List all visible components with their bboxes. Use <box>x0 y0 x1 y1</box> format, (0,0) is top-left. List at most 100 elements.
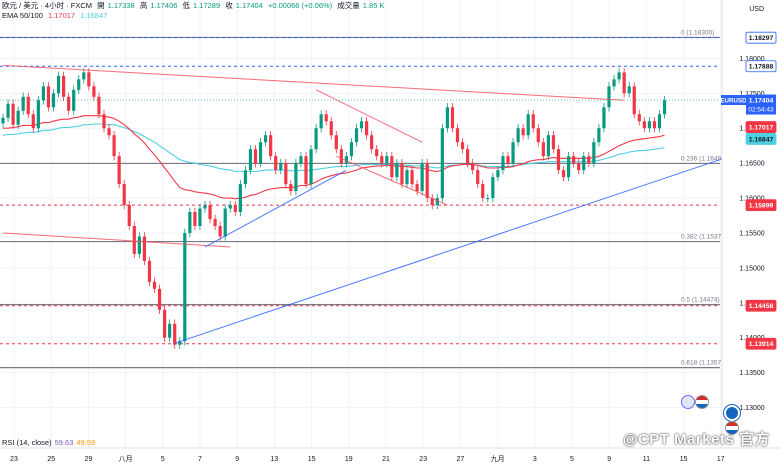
trendline <box>315 89 423 143</box>
candle-body <box>647 121 651 129</box>
trendline <box>336 155 448 206</box>
candle-body <box>284 163 288 185</box>
candle-body <box>223 208 227 237</box>
x-tick-label: 9 <box>235 456 239 463</box>
candle-body <box>511 142 515 164</box>
candle-body <box>582 156 586 171</box>
candle-body <box>541 142 545 157</box>
price-tags: 1.18297 1.17888 1.17017 1.16847 1.15899 1.144… <box>745 31 777 350</box>
candle-body <box>597 128 601 143</box>
event-flag-icon[interactable] <box>724 405 740 421</box>
x-tick-label: 25 <box>47 456 55 463</box>
candle-body <box>420 163 424 192</box>
y-tick-label: 1.18000 <box>739 56 764 63</box>
candle-body <box>147 260 152 282</box>
trendline <box>2 64 625 101</box>
candle-body <box>289 184 293 192</box>
trendline <box>204 169 347 248</box>
x-tick-label: 5 <box>161 456 165 463</box>
volume-value: 1.85 K <box>362 1 385 10</box>
candle-body <box>117 156 121 185</box>
fib-level-label: 0.5 (1.14474) <box>681 297 720 304</box>
candle-body <box>405 170 409 185</box>
us-flag-icon[interactable] <box>695 395 709 409</box>
candle-body <box>380 156 384 164</box>
rsi-legend[interactable]: RSI (14, close) 59.63 49.59 <box>2 438 95 447</box>
candle-body <box>481 184 485 199</box>
candle-body <box>67 96 71 111</box>
y-tick-label: 1.16000 <box>739 196 764 203</box>
y-tick-label: 1.17500 <box>739 91 764 98</box>
price-tag <box>745 31 777 44</box>
watermark: @CPT Markets 官方 <box>622 431 770 448</box>
x-tick-label: 11 <box>643 456 650 463</box>
candle-body <box>385 156 389 164</box>
candle-body <box>269 135 273 157</box>
x-tick-label: 23 <box>10 456 18 463</box>
candle-body <box>178 341 182 345</box>
candle-body <box>375 149 379 157</box>
candle-body <box>274 156 278 171</box>
candle-body <box>183 232 187 342</box>
y-tick-label: 1.13000 <box>739 405 764 412</box>
candle-body <box>662 100 667 115</box>
candle-body <box>309 149 313 185</box>
candle-body <box>253 149 258 164</box>
candle-body <box>370 135 374 150</box>
candle-body <box>395 163 399 178</box>
candle-body <box>56 75 61 94</box>
candle-body <box>390 156 394 178</box>
price-tag-label: 1.14458 <box>749 303 774 310</box>
candle-body <box>334 135 338 150</box>
price-tag <box>745 199 777 212</box>
x-tick-label: 3 <box>533 456 537 463</box>
close-value: 1.17404 <box>235 1 263 10</box>
ema100-value: 1.16847 <box>80 11 108 20</box>
us-flag-icon[interactable] <box>725 421 739 435</box>
candle-body <box>304 156 308 185</box>
price-tag-label: 1.15899 <box>749 203 774 210</box>
ema-legend[interactable]: EMA 50/100 1.17017 1.16847 <box>2 11 110 21</box>
candle-body <box>622 72 626 94</box>
price-axis <box>722 0 780 469</box>
candle-body <box>415 184 419 192</box>
candle-body <box>587 156 591 164</box>
candle-body <box>51 93 56 108</box>
candle-body <box>450 107 455 129</box>
candle-body <box>430 198 434 206</box>
current-price-tag: EURUSD 1.17404 02:54:43 <box>720 94 776 115</box>
candle-body <box>294 163 298 192</box>
y-tick-label: 1.15500 <box>739 230 764 237</box>
candle-body <box>112 135 116 157</box>
candle-body <box>612 79 616 87</box>
ema-label: EMA 50/100 <box>2 11 43 20</box>
candle-body <box>425 163 429 199</box>
trendline <box>2 232 231 248</box>
candle-body <box>546 135 550 157</box>
x-tick-label: 7 <box>198 456 202 463</box>
event-flag-icon[interactable] <box>681 395 695 409</box>
candle-body <box>213 219 217 226</box>
ema100-line <box>2 123 665 173</box>
candle-body <box>349 142 354 157</box>
candle-body <box>26 96 30 115</box>
open-value: 1.17338 <box>107 1 135 10</box>
candle-body <box>258 142 263 164</box>
candle-body <box>142 236 146 261</box>
rsi-value: 59.63 <box>54 438 74 447</box>
y-tick-label: 1.13500 <box>739 370 764 377</box>
current-price-label: 1.17404 <box>749 98 774 105</box>
fib-level-label: 0.382 (1.15377) <box>681 234 727 241</box>
candle-body <box>173 323 177 345</box>
symbol-label[interactable]: 欧元 / 美元 · 4小时 · FXCM <box>2 1 92 10</box>
currency-label[interactable]: USD <box>749 6 764 13</box>
price-tag <box>745 337 777 350</box>
candle-body <box>87 72 91 87</box>
candle-body <box>365 121 369 136</box>
candle-body <box>592 142 596 164</box>
candle-body <box>132 225 136 254</box>
candle-body <box>551 135 556 150</box>
candle-body <box>471 163 475 171</box>
x-tick-label: 九月 <box>491 454 505 463</box>
